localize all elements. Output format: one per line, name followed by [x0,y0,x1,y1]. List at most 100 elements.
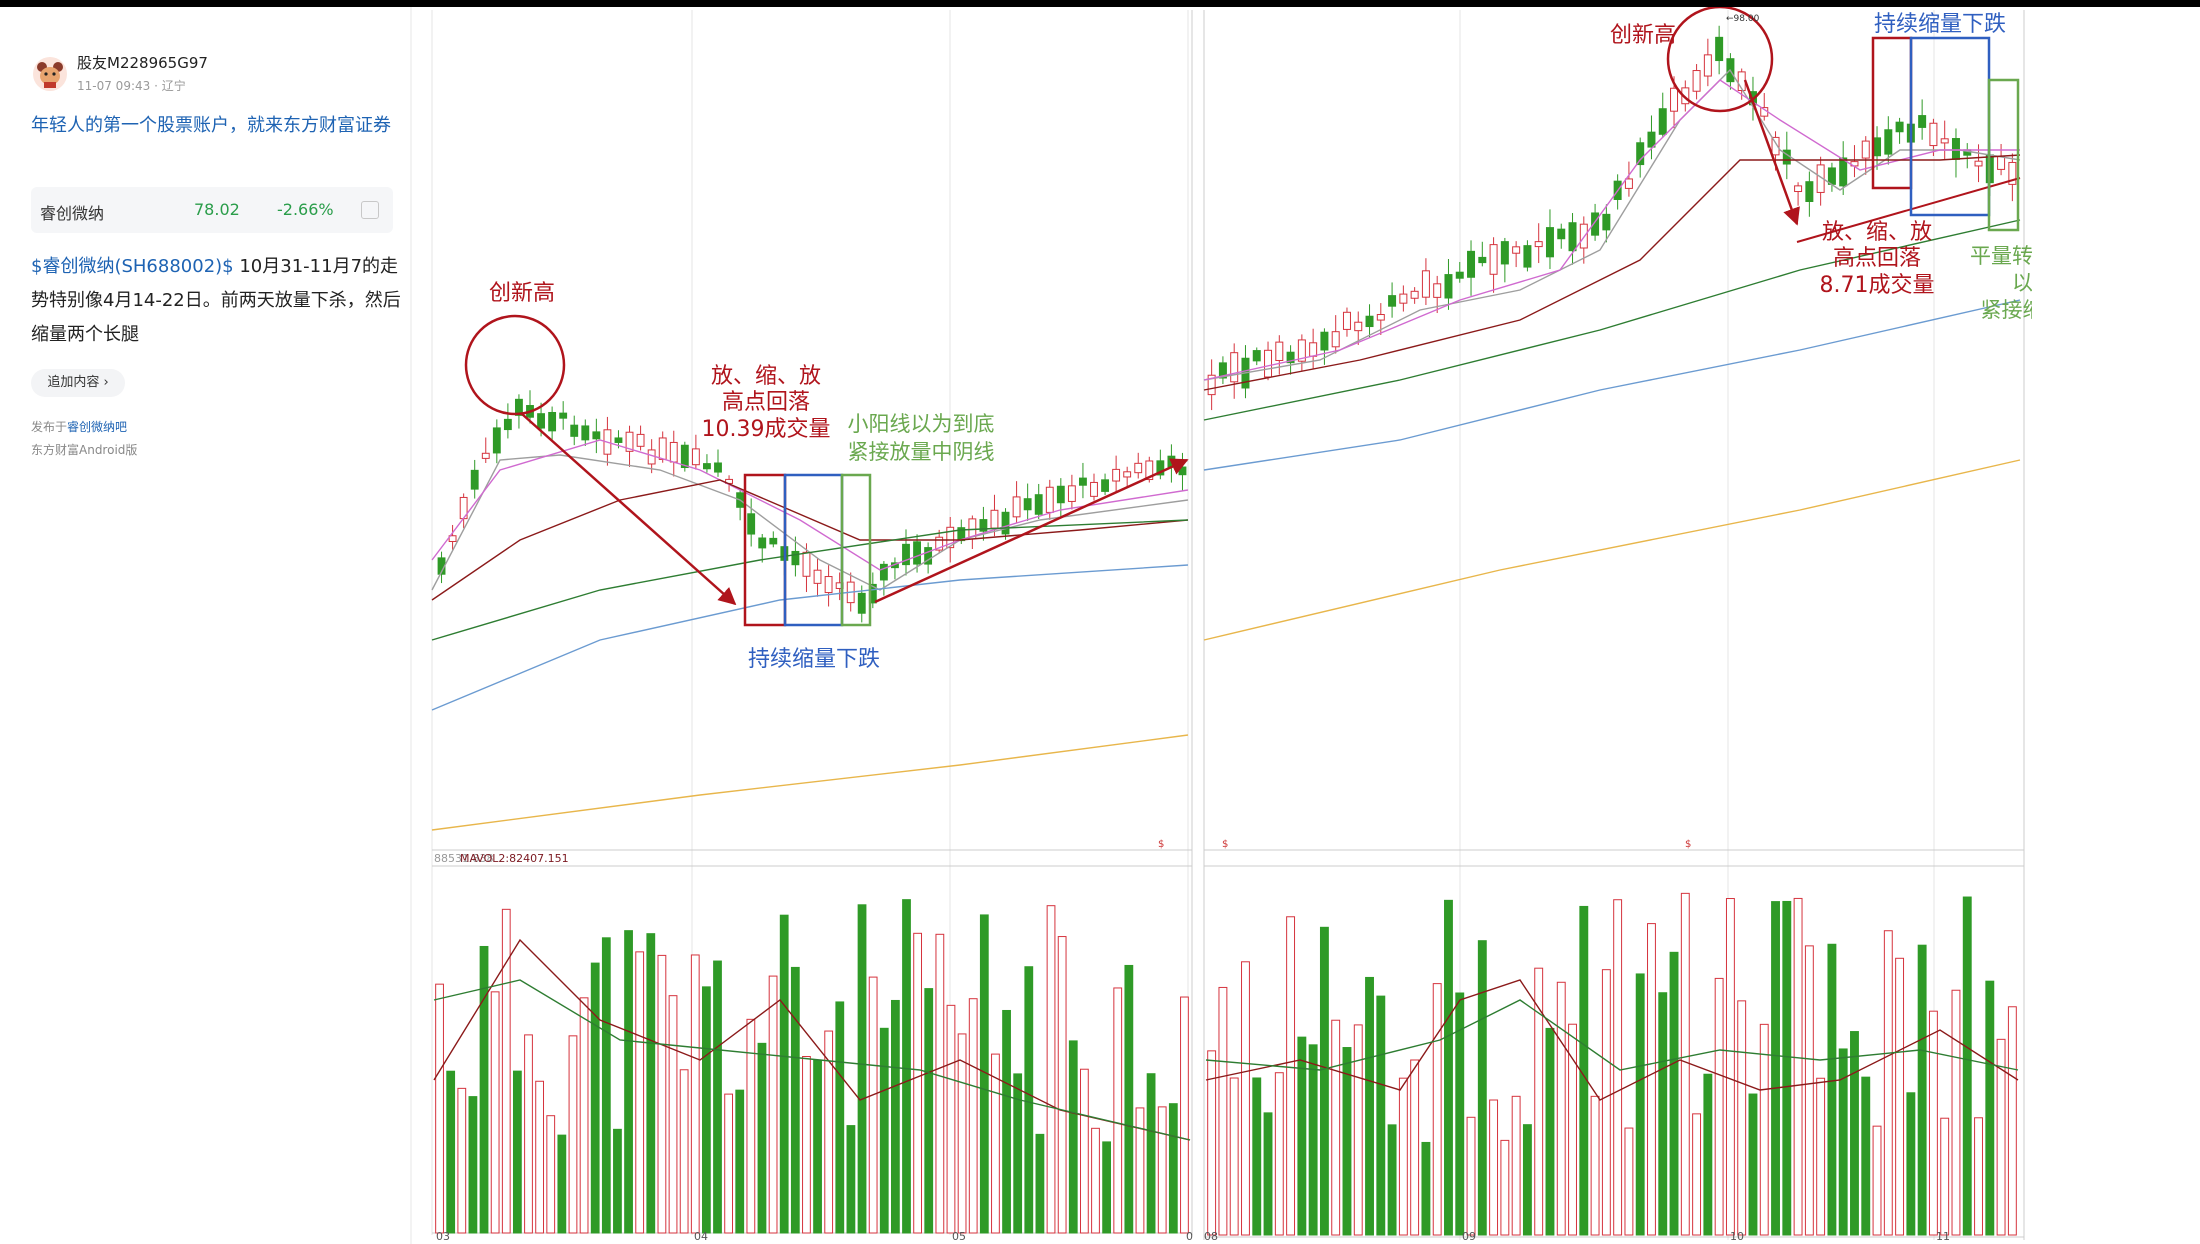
volume-bar [701,986,711,1234]
volume-bar [1286,916,1296,1236]
volume-bar [1091,1127,1100,1234]
stock-card[interactable]: 睿创微纳 78.02 -2.66% [31,187,393,233]
stock-link[interactable]: $睿创微纳(SH688002)$ [31,256,234,277]
volume-bar [1748,1093,1758,1236]
candle-body [1079,477,1087,486]
pattern-line-1: 放、缩、放 [711,364,821,389]
volume-bar [1635,973,1645,1236]
post-time: 11-07 09:43 [77,79,151,93]
volume-bar [779,914,789,1234]
volume-bar [968,998,978,1234]
volume-bar [1838,1048,1848,1236]
candle-body [1388,295,1397,307]
left-month-1: 03 [436,1230,450,1243]
volume-bar [468,1096,478,1234]
candle-body [1444,274,1453,299]
candle-body [1056,485,1065,504]
candle-body [1602,213,1611,231]
volume-bar [1489,1099,1499,1236]
volume-bar [1556,981,1566,1236]
volume-bar [1985,980,1995,1236]
volume-bar [1342,1047,1352,1236]
volume-bar [1804,945,1814,1236]
candle-body [1636,142,1645,166]
candle-body [1478,256,1487,264]
volume-bar [1365,976,1374,1236]
volume-bar [613,1128,622,1234]
candle-body [1207,374,1216,396]
volume-bar [1218,986,1228,1236]
green-note-1: 平量转放量大长腿 [1970,244,2032,268]
candle-body [902,543,910,566]
volume-bar [1658,992,1668,1236]
candle-body [1827,167,1836,185]
volume-bar [435,983,444,1234]
left-volume-bars [433,899,1191,1234]
ad-banner[interactable]: 年轻人的第一个股票账户，就来东方财富证券 [31,115,391,136]
up-arrow [874,458,1189,604]
username[interactable]: 股友M228965G97 [77,54,208,72]
volume-bar [1714,977,1724,1236]
chevron-right-icon: › [103,375,109,390]
volume-bar [713,960,722,1234]
volume-bar [1297,1036,1307,1236]
append-content-button[interactable]: 追加内容 › [31,369,125,397]
watchlist-checkbox-icon[interactable] [361,201,379,219]
volume-bar [1263,1112,1273,1236]
candle-body [614,437,623,443]
candle-body [1230,352,1239,383]
candle-body [1974,160,1983,167]
volume-bar [991,1053,1000,1234]
volume-bar [1102,1141,1112,1234]
candle-body [1034,494,1043,515]
pattern-line-3: 10.39成交量 [702,417,831,442]
append-content-label: 追加内容 [47,375,100,390]
candle-body [1297,339,1306,362]
volume-bar [646,933,656,1234]
volume-bar [479,945,489,1234]
candle-body [1670,87,1679,112]
candle-body [691,448,700,466]
candle-body [592,431,601,440]
volume-bar [1545,1027,1555,1236]
volume-bar [2007,1006,2017,1236]
candle-body [1399,293,1408,304]
post-location: 辽宁 [161,79,186,93]
candle-body [1839,157,1848,187]
candle-body [1342,311,1351,330]
volume-bar [1951,989,1961,1236]
candle-body [1489,244,1498,275]
down-label: 持续缩量下跌 [748,647,880,672]
volume-bar [1124,964,1134,1234]
left-annotations: 创新高 放、缩、放 高点回落 10.39成交量 持续缩量下跌 小阳线以为到底 紧… [434,281,1193,1243]
candle-body [1895,121,1904,133]
right-annotations: 创新高 ←98.00 持续缩量下跌 放、缩、放 高点回落 8.71成交量 ？？？… [1204,7,2032,1243]
green-note-2: 以为到底 [2012,271,2032,295]
candle-body [1045,486,1054,513]
candle-body [758,537,767,549]
volume-bar [579,997,589,1234]
volume-bar [1068,1040,1078,1234]
candle-body [990,509,999,529]
candle-body [625,431,634,452]
volume-bar [1590,1095,1600,1236]
volume-bar [1274,1072,1284,1236]
candle-body [481,452,490,459]
candle-body [448,535,457,542]
post-meta: 11-07 09:43 · 辽宁 [77,79,186,93]
volume-bar [1996,1038,2006,1236]
volume-bar [1917,944,1927,1236]
candle-body [1123,471,1132,478]
volume-bar [1827,943,1837,1236]
volume-bar [1079,1068,1089,1234]
volume-bar [1013,1073,1023,1234]
user-avatar[interactable] [33,57,67,91]
candle-body [857,592,866,614]
volume-bar [1872,1125,1882,1236]
volume-bar [1308,1044,1318,1236]
board-link[interactable]: 睿创微纳吧 [67,420,128,434]
stock-change: -2.66% [277,200,334,219]
volume-bar [1850,1031,1859,1236]
ma-line-green [1203,219,2021,421]
volume-bar [1241,961,1250,1236]
